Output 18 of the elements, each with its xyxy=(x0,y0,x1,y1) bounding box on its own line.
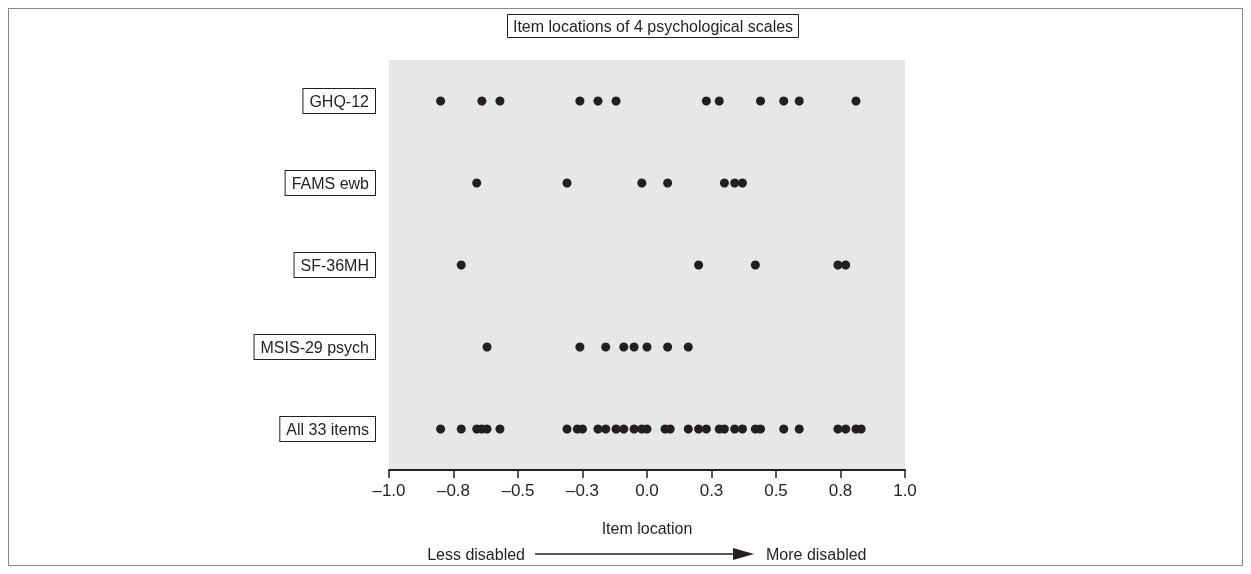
y-tick-label: FAMS ewb xyxy=(291,174,370,192)
y-tick-label: MSIS-29 psych xyxy=(260,338,369,356)
x-tick-label: 0.0 xyxy=(635,481,659,500)
chart-title: Item locations of 4 psychological scales xyxy=(512,17,794,35)
x-tick-label: –0.8 xyxy=(436,481,471,500)
y-tick-label: All 33 items xyxy=(286,420,369,438)
text: More disabled xyxy=(766,545,867,563)
text: Less disabled xyxy=(427,545,525,563)
x-tick-label: 0.8 xyxy=(828,481,853,500)
x-tick-label: 1.0 xyxy=(893,481,917,500)
x-axis-title: Item location xyxy=(601,519,693,537)
x-tick-label: 0.3 xyxy=(699,481,724,500)
x-tick-label: –0.3 xyxy=(565,481,600,500)
y-tick-label: SF-36MH xyxy=(300,256,369,274)
y-tick-label: GHQ-12 xyxy=(309,92,370,110)
x-tick-label: –0.5 xyxy=(501,481,535,500)
x-tick-label: –1.0 xyxy=(372,481,406,500)
x-tick-label: 0.5 xyxy=(764,481,788,500)
